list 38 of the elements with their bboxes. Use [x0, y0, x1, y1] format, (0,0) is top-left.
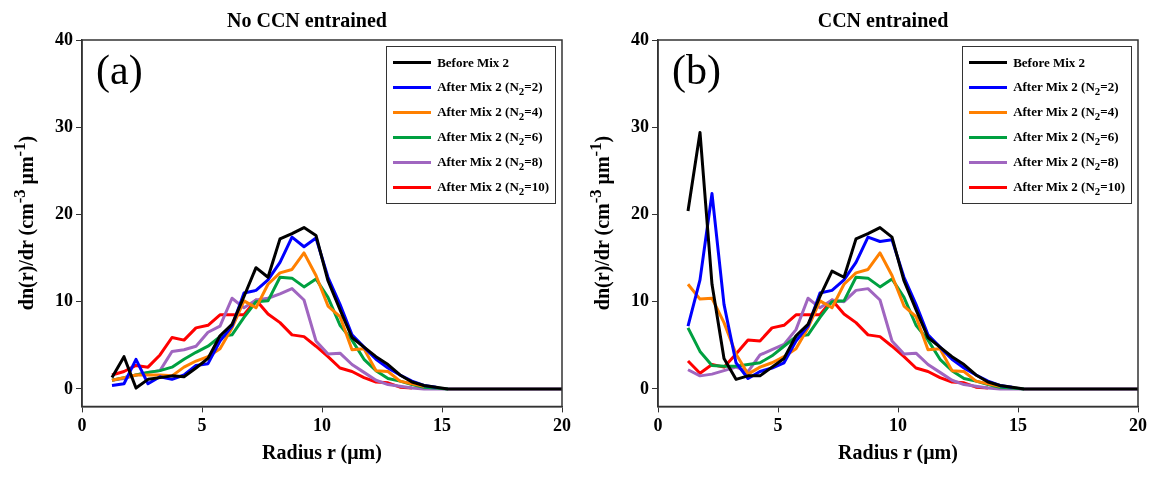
x-tick-label: 5: [197, 414, 207, 435]
x-tick-label: 0: [77, 414, 87, 435]
x-axis-title: Radius r (μm): [838, 441, 958, 465]
x-tick-label: 0: [653, 414, 663, 435]
y-tick-label: 40: [55, 28, 73, 49]
legend-label: After Mix 2 (N$_{2}$=6): [1013, 128, 1119, 147]
y-tick-label: 30: [631, 115, 649, 136]
y-tick-label: 30: [55, 115, 73, 136]
chart-title: CCN entrained: [817, 9, 949, 32]
legend-label: Before Mix 2: [437, 54, 510, 71]
legend-label: After Mix 2 (N$_{2}$=6): [437, 128, 543, 147]
x-tick-label: 10: [313, 414, 331, 435]
legend-label: After Mix 2 (N$_{2}$=8): [437, 153, 543, 172]
y-tick-label: 0: [64, 377, 73, 398]
chart-title: No CCN entrained: [227, 9, 387, 32]
x-axis-title: Radius r (μm): [262, 441, 382, 465]
annotation: (a): [96, 47, 143, 95]
y-tick-label: 20: [55, 203, 73, 224]
legend-label: After Mix 2 (N$_{2}$=4): [1013, 103, 1119, 122]
x-tick-label: 5: [773, 414, 783, 435]
annotation: (b): [672, 47, 721, 95]
legend-label: Before Mix 2: [1013, 54, 1086, 71]
x-tick-label: 15: [1009, 414, 1027, 435]
x-tick-label: 20: [553, 414, 571, 435]
legend-label: After Mix 2 (N$_{2}$=4): [437, 103, 543, 122]
legend-label: After Mix 2 (N$_{2}$=10): [437, 178, 549, 197]
y-tick-label: 0: [640, 377, 649, 398]
legend-label: After Mix 2 (N$_{2}$=2): [437, 78, 543, 97]
y-tick-label: 40: [631, 28, 649, 49]
y-tick-label: 10: [631, 290, 649, 311]
x-tick-label: 10: [889, 414, 907, 435]
y-tick-label: 10: [55, 290, 73, 311]
x-tick-label: 15: [433, 414, 451, 435]
legend-label: After Mix 2 (N$_{2}$=8): [1013, 153, 1119, 172]
x-tick-label: 20: [1129, 414, 1147, 435]
y-tick-label: 20: [631, 203, 649, 224]
legend-label: After Mix 2 (N$_{2}$=10): [1013, 178, 1125, 197]
legend-label: After Mix 2 (N$_{2}$=2): [1013, 78, 1119, 97]
